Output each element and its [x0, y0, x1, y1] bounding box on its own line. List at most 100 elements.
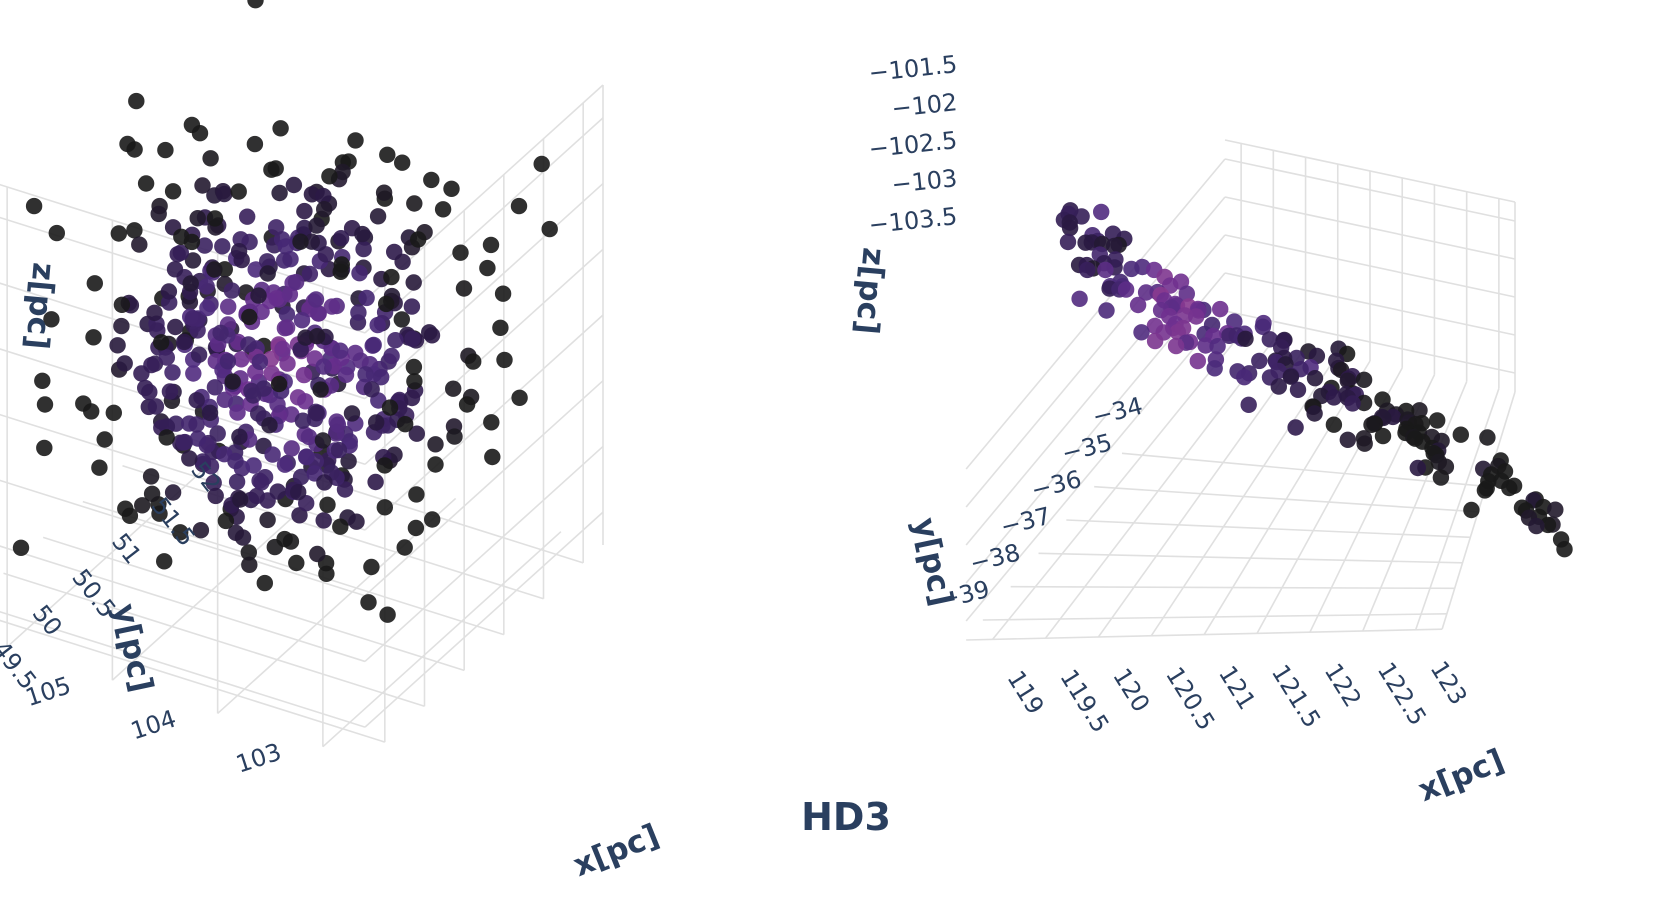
scene-left-point: [161, 383, 179, 400]
side-grid-z-horizontal: [965, 158, 1226, 470]
scene-left-point: [259, 511, 276, 529]
scene-right-point: [1251, 352, 1268, 370]
scene-right-z-tick: −103.5: [867, 202, 958, 239]
scene-left-point: [194, 453, 211, 470]
scene-left-point: [157, 141, 174, 159]
scene-left-point: [279, 355, 296, 372]
floor-grid-x: [1150, 353, 1339, 637]
scene-left-point: [421, 324, 438, 341]
scene-left-point: [131, 236, 148, 253]
scene-left-point: [496, 351, 513, 369]
scene-right-point: [1339, 372, 1357, 389]
scene-right-point: [1374, 427, 1392, 445]
scene-left-point: [48, 224, 65, 242]
scene-right-point: [1429, 412, 1446, 429]
scene-left-point: [296, 219, 313, 237]
scene-right-point: [1129, 296, 1147, 314]
scene-left-point: [142, 468, 160, 485]
scene-left-point: [365, 336, 382, 354]
scene-left-point: [379, 146, 396, 163]
scene-left-point: [184, 252, 202, 269]
scene-left-point: [175, 434, 192, 451]
wall-grid-z-horizontal: [364, 445, 604, 663]
scene-left-point: [137, 379, 154, 397]
scene-right-point: [1117, 281, 1135, 298]
scene-right-point: [1221, 327, 1238, 344]
scene-left-point: [269, 483, 286, 500]
scene-left-point: [367, 473, 384, 491]
scene-right-point: [1137, 284, 1155, 301]
scene-right-point: [1212, 300, 1229, 318]
scene-right-point: [1476, 482, 1494, 499]
floor-grid-x: [42, 536, 465, 672]
scene-left-point: [85, 329, 102, 346]
scene-left-point: [405, 274, 422, 291]
scene-right-point: [1501, 479, 1518, 497]
scene-left-point: [228, 473, 246, 490]
scene-left-point: [220, 298, 237, 315]
scene-left-point: [408, 486, 425, 503]
scene-left-point: [199, 299, 216, 317]
scene-left-point: [224, 373, 241, 390]
scene-left-point: [214, 238, 231, 255]
scene-right-y-tick: −34: [1090, 392, 1146, 431]
scene-right-point: [1071, 290, 1088, 307]
scene-left-point: [511, 389, 528, 406]
scene-left-point: [233, 351, 250, 368]
floor-grid-x: [1097, 346, 1307, 638]
floor-grid-x: [0, 619, 386, 743]
scene-right-point: [1197, 337, 1214, 354]
scene-right-point: [1356, 435, 1373, 452]
scene-right-point: [1240, 396, 1257, 413]
scene-left-point: [196, 237, 213, 254]
scene-left-point: [393, 311, 410, 328]
scene-left-point: [348, 513, 365, 530]
side-grid-z-horizontal: [0, 610, 366, 728]
scene-left-point: [379, 606, 396, 623]
scene-left-point: [134, 497, 151, 514]
scene-left-point: [143, 485, 161, 502]
wall-grid-z-horizontal: [1224, 272, 1516, 336]
scene-right-z-axis-label: z[pc]: [848, 246, 891, 336]
scene-left-point: [340, 453, 357, 470]
scene-right-point: [1106, 237, 1123, 255]
scene-left-point: [274, 340, 291, 358]
scene-left-point: [434, 201, 452, 218]
scene-left-point: [321, 168, 338, 185]
scene-left-point: [176, 333, 193, 351]
scene-left-point: [268, 219, 285, 236]
scene-left-point: [407, 519, 425, 537]
scene-left-point: [86, 275, 104, 292]
scene-left-point: [405, 358, 423, 376]
scene-left-point: [133, 365, 150, 382]
edge: [1224, 139, 1516, 203]
scene-right-y-tick: −37: [998, 502, 1054, 541]
scene-right-point: [1123, 260, 1140, 278]
floor-grid-x: [991, 332, 1242, 640]
scene-left-point: [363, 381, 380, 398]
wall-grid-z-horizontal: [364, 117, 604, 334]
scene-left-3d[interactable]: 5251.55150.55049.510310410510658.55959.5…: [0, 0, 664, 884]
scene-left-point: [316, 474, 333, 491]
edge: [966, 628, 1443, 641]
scene-left-point: [247, 0, 264, 9]
scene-left-point: [201, 404, 219, 421]
scene-left-point: [12, 539, 30, 556]
scene-right-point: [1237, 330, 1254, 347]
scene-left-point: [455, 280, 473, 297]
floor-grid-y: [1038, 552, 1463, 564]
floor-grid-y: [982, 613, 1447, 621]
scene-left-point: [250, 287, 267, 304]
scene-left-point: [160, 283, 178, 300]
scene-left-point: [116, 355, 133, 372]
side-grid-z-horizontal: [0, 216, 366, 334]
scene-left-point: [301, 265, 319, 283]
floor-grid-y: [1066, 519, 1471, 539]
scene-left-point: [315, 187, 332, 205]
scene-left-point: [318, 565, 335, 582]
floor-grid-x: [1414, 388, 1500, 631]
scene-left-point: [246, 135, 264, 153]
scene-left-point: [410, 231, 427, 248]
scene-right-point: [1289, 381, 1307, 398]
